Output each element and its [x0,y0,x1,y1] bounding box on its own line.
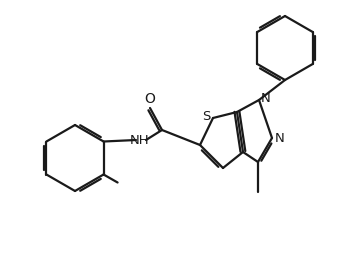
Text: S: S [202,110,210,124]
Text: NH: NH [130,133,150,147]
Text: N: N [261,92,271,104]
Text: O: O [145,92,156,106]
Text: N: N [275,132,285,144]
